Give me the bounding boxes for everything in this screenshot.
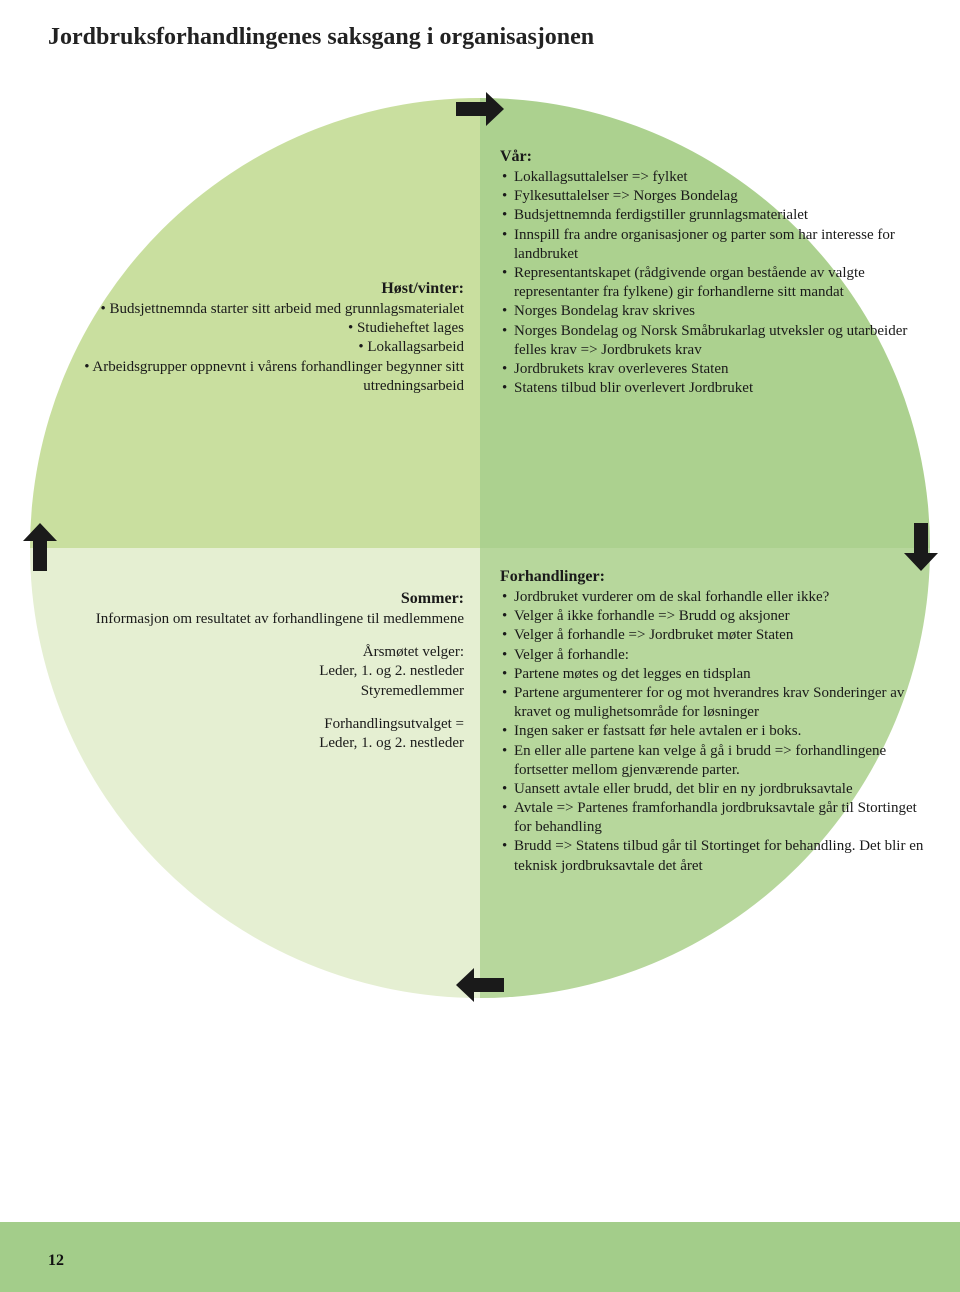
- page-number: 12: [48, 1252, 64, 1270]
- heading-sommer: Sommer:: [44, 590, 464, 608]
- heading-host-vinter: Høst/vinter:: [44, 280, 464, 298]
- list-item: Jordbruket vurderer om de skal forhandle…: [500, 588, 930, 607]
- list-item: Brudd => Statens tilbud går til Storting…: [500, 837, 930, 875]
- list-item: Norges Bondelag og Norsk Småbrukarlag ut…: [500, 322, 918, 360]
- heading-forhandlinger: Forhandlinger:: [500, 568, 930, 586]
- list-var: Lokallagsuttalelser => fylketFylkesuttal…: [500, 168, 918, 398]
- sommer-block-1: Forhandlingsutvalget =Leder, 1. og 2. ne…: [44, 715, 464, 753]
- arrow-bottom: [456, 968, 504, 1002]
- quadrant-var: Vår: Lokallagsuttalelser => fylketFylkes…: [500, 148, 918, 398]
- sommer-block-0: Årsmøtet velger:Leder, 1. og 2. nestlede…: [44, 643, 464, 701]
- list-item: Representantskapet (rådgivende organ bes…: [500, 264, 918, 302]
- sommer-intro: Informasjon om resultatet av forhandling…: [44, 610, 464, 629]
- list-item: Innspill fra andre organisasjoner og par…: [500, 226, 918, 264]
- list-item: Statens tilbud blir overlevert Jordbruke…: [500, 379, 918, 398]
- list-item: Ingen saker er fastsatt før hele avtalen…: [500, 722, 930, 741]
- quadrant-forhandlinger: Forhandlinger: Jordbruket vurderer om de…: [500, 568, 930, 876]
- list-item: Velger å forhandle:: [500, 646, 930, 665]
- footer-bar: [0, 1222, 960, 1292]
- list-item: Uansett avtale eller brudd, det blir en …: [500, 780, 930, 799]
- arrow-top: [456, 92, 504, 126]
- arrow-right: [904, 523, 938, 571]
- list-item: Partene argumenterer for og mot hverandr…: [500, 684, 930, 722]
- list-item: Velger å ikke forhandle => Brudd og aksj…: [500, 607, 930, 626]
- list-item: • Arbeidsgrupper oppnevnt i vårens forha…: [44, 358, 464, 396]
- list-host-vinter: • Budsjettnemnda starter sitt arbeid med…: [44, 300, 464, 396]
- quadrant-host-vinter: Høst/vinter: • Budsjettnemnda starter si…: [44, 280, 464, 396]
- list-item: • Lokallagsarbeid: [44, 338, 464, 357]
- list-item: Norges Bondelag krav skrives: [500, 302, 918, 321]
- list-item: Jordbrukets krav overleveres Staten: [500, 360, 918, 379]
- process-circle: Høst/vinter: • Budsjettnemnda starter si…: [30, 98, 930, 998]
- arrow-left: [23, 523, 57, 571]
- list-item: Velger å forhandle => Jordbruket møter S…: [500, 626, 930, 645]
- list-item: Partene møtes og det legges en tidsplan: [500, 665, 930, 684]
- list-item: • Budsjettnemnda starter sitt arbeid med…: [44, 300, 464, 319]
- heading-var: Vår:: [500, 148, 918, 166]
- list-item: • Studieheftet lages: [44, 319, 464, 338]
- list-item: Fylkesuttalelser => Norges Bondelag: [500, 187, 918, 206]
- list-item: Avtale => Partenes framforhandla jordbru…: [500, 799, 930, 837]
- list-item: En eller alle partene kan velge å gå i b…: [500, 742, 930, 780]
- list-forhandlinger: Jordbruket vurderer om de skal forhandle…: [500, 588, 930, 876]
- list-item: Budsjettnemnda ferdigstiller grunnlagsma…: [500, 206, 918, 225]
- list-item: Lokallagsuttalelser => fylket: [500, 168, 918, 187]
- page-title: Jordbruksforhandlingenes saksgang i orga…: [48, 24, 594, 51]
- quadrant-sommer: Sommer: Informasjon om resultatet av for…: [44, 590, 464, 753]
